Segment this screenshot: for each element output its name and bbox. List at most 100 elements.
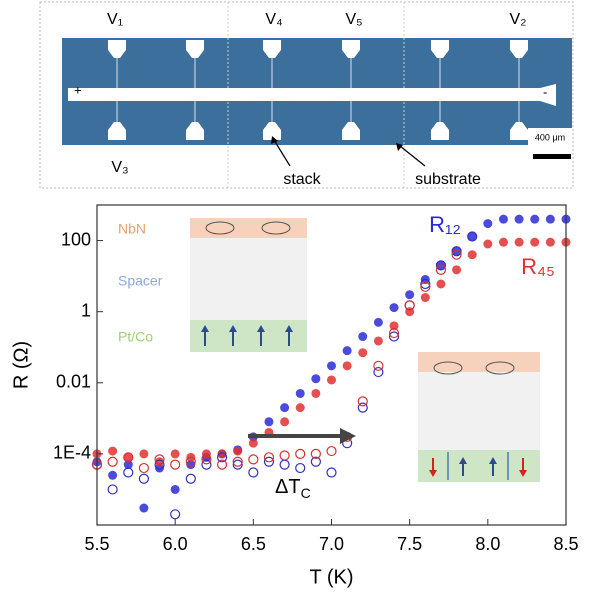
spin-arrowhead [519, 470, 527, 477]
pad [431, 122, 449, 140]
data-point [420, 281, 431, 292]
x-tick-label: 6.0 [163, 534, 188, 554]
arrowhead [271, 136, 278, 144]
data-point [123, 467, 134, 478]
x-axis-label: T (K) [309, 566, 353, 588]
data-point [201, 454, 212, 465]
frame [39, 1, 574, 189]
plus: + [74, 82, 82, 97]
data-point [358, 348, 368, 358]
data-point [452, 246, 462, 256]
data-point [217, 449, 227, 459]
spin-loop [485, 361, 515, 375]
layer-label: NbN [118, 221, 146, 237]
pad [342, 40, 360, 58]
data-point [107, 456, 118, 467]
minus: - [543, 84, 547, 99]
data-point [295, 403, 305, 413]
pad [342, 122, 360, 140]
pad [431, 40, 449, 58]
pads [108, 40, 528, 140]
data-point [420, 293, 430, 303]
data-point [514, 214, 524, 224]
y-tick-label: 1E-4 [53, 443, 91, 463]
y-tick-label: 100 [61, 229, 91, 249]
spin-loop [205, 221, 235, 235]
v-label: V₂ [510, 11, 527, 28]
data-point [373, 336, 383, 346]
data-point [373, 360, 384, 371]
data-point [435, 264, 447, 275]
data-point [263, 452, 275, 463]
data-point [216, 452, 228, 463]
data-point [185, 473, 196, 484]
data-point [388, 331, 400, 342]
data-point [201, 459, 212, 470]
delta-tc-main: ΔT [275, 476, 301, 498]
data-point [327, 361, 336, 371]
data-point [154, 454, 165, 465]
bar-strip [68, 84, 556, 106]
data-point [404, 300, 415, 311]
data-point [248, 454, 259, 465]
spin-arrowhead [285, 325, 293, 332]
spin-loop [433, 361, 463, 375]
data-point [233, 446, 243, 456]
data-point [389, 321, 399, 331]
data-point [498, 237, 508, 247]
pad [108, 40, 126, 58]
data-point [436, 279, 446, 289]
data-point [138, 473, 149, 484]
data-point [123, 460, 133, 470]
data-point [123, 452, 133, 462]
data-point [155, 457, 165, 467]
substrate-label: substrate [415, 171, 481, 188]
x-tick-label: 8.0 [475, 534, 500, 554]
data-point [138, 462, 149, 474]
pad [186, 122, 204, 140]
data-point [186, 460, 196, 470]
data-point [545, 237, 555, 247]
delta-tc-sub: C [301, 485, 311, 501]
data-point [483, 219, 493, 229]
v-label: V₅ [345, 11, 362, 28]
pad [263, 122, 281, 140]
arrowhead [396, 143, 403, 151]
legend-label: R₄₅ [521, 254, 555, 279]
data-point [263, 456, 275, 467]
legend-label: R₁₂ [429, 212, 461, 237]
data-point [435, 260, 447, 271]
v-label: V₄ [265, 11, 282, 28]
data-point [311, 388, 321, 398]
layer-label: Pt/Co [118, 329, 153, 345]
data-point [405, 290, 415, 300]
data-point [139, 503, 149, 513]
data-point [311, 374, 321, 384]
data-point [451, 246, 462, 257]
x-tick-label: 8.5 [553, 534, 578, 554]
data-point [310, 456, 321, 467]
data-point [388, 327, 400, 339]
data-point [216, 459, 228, 470]
spin-arrowhead [489, 457, 497, 464]
data-point [326, 445, 337, 457]
data-point [155, 463, 165, 473]
data-point [420, 278, 431, 290]
arrow [399, 145, 426, 167]
data-point [467, 232, 477, 242]
data-point [451, 249, 462, 260]
data-point [467, 231, 478, 242]
data-point [123, 452, 134, 463]
pad [186, 40, 204, 58]
data-point [295, 388, 305, 398]
x-tick-label: 5.5 [84, 534, 109, 554]
spin-arrowhead [429, 470, 437, 477]
x-tick-label: 7.0 [319, 534, 344, 554]
spin-arrowhead [201, 325, 209, 332]
x-tick-label: 6.5 [241, 534, 266, 554]
data-point [295, 462, 306, 474]
data-point [201, 449, 211, 459]
data-point [170, 449, 180, 459]
data-point [326, 467, 337, 478]
data-point [108, 470, 118, 480]
